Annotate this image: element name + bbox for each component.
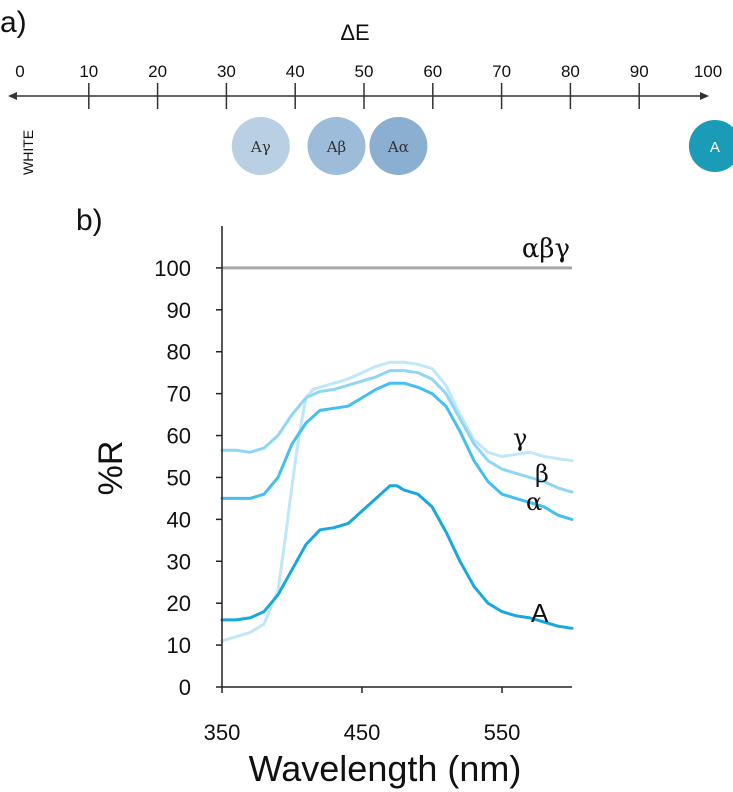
delta-e-tick-label: 100: [694, 62, 722, 81]
series-label: γ: [513, 424, 527, 452]
sample-circles: Aγ Aβ Aα A: [231, 117, 733, 175]
right-arrow-icon: [700, 92, 709, 100]
y-tick-label: 20: [167, 591, 191, 616]
panel-b: b) 0 10 20 30 40 50 60 70 80 90 100 350 450 550 αβγ …: [76, 204, 574, 789]
series-line: [220, 369, 574, 494]
y-axis-title: %R: [92, 441, 130, 496]
reference-line-group: αβγ: [222, 234, 572, 270]
delta-e-tick-label: 60: [423, 62, 442, 81]
x-tick-label: 450: [344, 720, 381, 745]
y-tick-label: 10: [167, 633, 191, 658]
delta-e-ticks: 0 10 20 30 40 50 60 70 80 90 100: [15, 62, 722, 109]
y-tick-label: 70: [167, 382, 191, 407]
sample-circle: [307, 117, 366, 175]
delta-e-title: ΔE: [340, 20, 369, 45]
delta-e-tick-label: 0: [15, 62, 24, 81]
panel-a-label: a): [0, 6, 27, 39]
series-label: α: [526, 488, 542, 516]
y-tick-label: 60: [167, 424, 191, 449]
series-label: A: [531, 598, 549, 628]
panel-b-label: b): [76, 204, 103, 237]
series-lines: [220, 360, 574, 643]
delta-e-tick-label: 20: [148, 62, 167, 81]
y-tick-label: 0: [179, 675, 191, 700]
y-tick-label: 100: [154, 256, 191, 281]
white-label: WHITE: [20, 130, 36, 175]
sample-circle: [688, 120, 733, 172]
sample-circle-label: A: [710, 139, 720, 156]
delta-e-tick-label: 70: [492, 62, 511, 81]
series-label: β: [535, 460, 549, 488]
y-tick-label: 50: [167, 465, 191, 490]
sample-circle-label: Aα: [387, 138, 409, 156]
sample-circle: [231, 117, 290, 175]
delta-e-tick-label: 30: [217, 62, 236, 81]
reflectance-chart: 0 10 20 30 40 50 60 70 80 90 100 350 450 550 αβγ Aαβ…: [92, 226, 574, 789]
series-line: [220, 381, 574, 521]
sample-circle-label: Aβ: [326, 138, 347, 156]
y-tick-label: 80: [167, 340, 191, 365]
y-tick-label: 40: [167, 507, 191, 532]
sample-circle-label: Aγ: [250, 138, 271, 156]
y-tick-label: 30: [167, 549, 191, 574]
reference-line-label: αβγ: [522, 234, 570, 264]
y-tick-label: 90: [167, 298, 191, 323]
delta-e-tick-label: 10: [79, 62, 98, 81]
delta-e-tick-label: 90: [630, 62, 649, 81]
series-line: [220, 360, 574, 643]
delta-e-tick-label: 50: [355, 62, 374, 81]
delta-e-tick-label: 80: [561, 62, 580, 81]
left-arrow-icon: [8, 92, 17, 100]
x-tick-label: 350: [204, 720, 241, 745]
y-axis-ticks: 0 10 20 30 40 50 60 70 80 90 100: [154, 256, 222, 700]
sample-circle: [369, 117, 428, 175]
x-tick-label: 550: [484, 720, 521, 745]
panel-a: a) ΔE 0 10 20 30 40 50 60 70 80 90 100 WHITE Aγ Aβ A…: [0, 6, 733, 175]
x-axis-title: Wavelength (nm): [249, 748, 522, 789]
series-line: [220, 484, 574, 630]
x-axis-ticks: 350 450 550: [204, 687, 521, 745]
delta-e-tick-label: 40: [286, 62, 305, 81]
